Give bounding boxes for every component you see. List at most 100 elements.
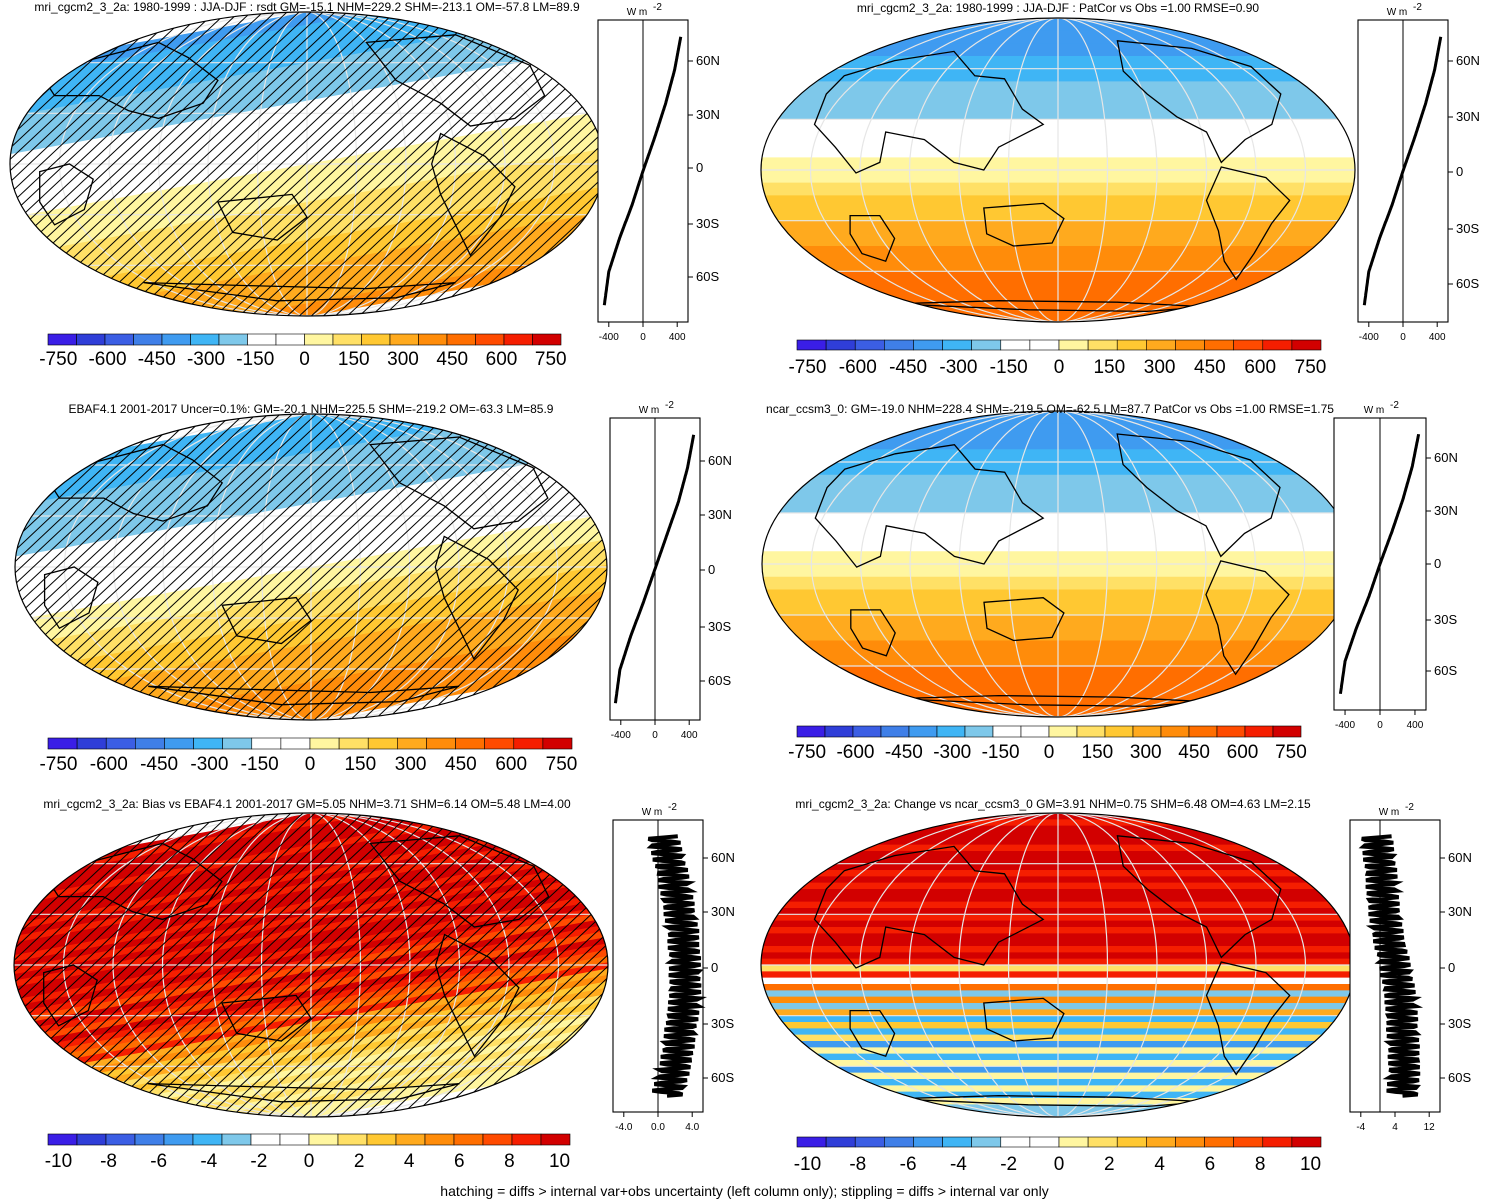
x-tick-label: -400 <box>599 332 619 343</box>
colorbar-box <box>1233 1136 1264 1148</box>
unit-exponent: -2 <box>653 2 662 13</box>
hatch-line <box>221 12 557 316</box>
x-tick-label: 400 <box>1407 720 1424 731</box>
colorbar-box <box>1058 1136 1089 1148</box>
hatch-line <box>153 813 489 1117</box>
hatch-line <box>449 12 604 316</box>
hatch-line <box>425 12 604 316</box>
colorbar-label: -450 <box>140 754 178 775</box>
coastline <box>221 596 312 645</box>
colorbar-label: -300 <box>933 742 971 763</box>
colorbar-box <box>1029 339 1060 351</box>
colorbar-label: 450 <box>445 754 477 775</box>
colorbar-box <box>47 737 78 750</box>
colorbar-label: 300 <box>1144 357 1176 378</box>
colorbar-label: 600 <box>486 349 518 370</box>
colorbar-box <box>395 1133 426 1146</box>
hatch-line <box>201 813 537 1117</box>
hatch-line <box>333 813 608 1117</box>
coastline <box>850 609 896 657</box>
hatch-line <box>15 414 262 720</box>
colorbar-label: 750 <box>546 754 578 775</box>
hatch-line <box>68 414 406 720</box>
hatch-line <box>413 12 604 316</box>
colorbar-box <box>825 339 856 351</box>
x-tick-label: -400 <box>1359 332 1379 343</box>
colorbar-box <box>304 333 334 346</box>
panel-title: EBAF4.1 2001-2017 Uncer=0.1%: GM=-20.1 N… <box>69 402 554 416</box>
hatch-line <box>14 813 189 1117</box>
colorbar-label: 0 <box>305 754 316 775</box>
hatch-line <box>14 813 237 1117</box>
hatch-line <box>453 813 608 1117</box>
coastline <box>1116 433 1281 558</box>
colorbar-box <box>361 333 391 346</box>
colorbar-box <box>338 737 369 750</box>
x-tick-label: 0.0 <box>651 1122 665 1133</box>
colorbar-box <box>1160 725 1190 738</box>
y-tick-label: 60S <box>708 673 731 688</box>
colorbar-label: -8 <box>849 1154 866 1175</box>
colorbar-box <box>796 1136 827 1148</box>
hatch-line <box>461 12 604 316</box>
colorbar-label: 10 <box>1300 1154 1321 1175</box>
colorbar-box <box>193 737 223 750</box>
hatch-line <box>15 414 286 720</box>
hatch-line <box>404 414 607 720</box>
graticule <box>761 813 1355 1117</box>
hatch-line <box>464 414 607 720</box>
colorbar-label: 4 <box>1154 1154 1165 1175</box>
y-tick-label: 30S <box>1434 612 1457 627</box>
colorbar-box <box>1175 1136 1205 1148</box>
hatch-line <box>237 813 573 1117</box>
x-tick-label: 0 <box>652 730 658 741</box>
hatch-line <box>15 414 274 720</box>
hatch-line <box>209 12 545 316</box>
colorbar-label: 150 <box>1082 742 1114 763</box>
colorbar-box <box>47 1133 78 1146</box>
hatch-line <box>10 12 161 316</box>
hatch-line <box>428 414 607 720</box>
hatch-line <box>92 414 430 720</box>
colorbar-box <box>279 1133 310 1146</box>
colorbar-label: 300 <box>387 349 419 370</box>
colorbar-label: -150 <box>982 742 1020 763</box>
hatch-line <box>188 414 526 720</box>
colorbar-box <box>1291 1136 1322 1148</box>
hatch-line <box>200 414 538 720</box>
colorbar-box <box>418 333 448 346</box>
y-tick-label: 60N <box>1448 850 1472 865</box>
colorbar-box <box>366 1133 397 1146</box>
coastline <box>148 685 460 706</box>
colorbar-label: -600 <box>90 754 128 775</box>
coastline <box>983 202 1065 247</box>
unit-exponent: -2 <box>668 802 677 813</box>
hatch-line <box>233 12 569 316</box>
hatch-line <box>465 813 608 1117</box>
unit-label: W m <box>639 405 660 416</box>
hatch-line <box>113 12 449 316</box>
hatch-line <box>185 12 521 316</box>
hatch-line <box>105 813 441 1117</box>
hatch-line <box>164 414 502 720</box>
coastline <box>814 444 1045 568</box>
profile-curve <box>646 834 708 1098</box>
hatch-line <box>224 414 562 720</box>
hatch-line <box>104 414 442 720</box>
colorbar-label: 10 <box>549 1151 570 1172</box>
hatch-line <box>80 414 418 720</box>
hatch-line <box>10 12 281 316</box>
coastline <box>849 214 896 263</box>
colorbar-label: 600 <box>495 754 527 775</box>
hatch-line <box>189 813 525 1117</box>
hatch-line <box>149 12 485 316</box>
panel-title: mri_cgcm2_3_2a: 1980-1999 : JJA-DJF : rs… <box>34 0 580 14</box>
colorbar-box <box>275 333 305 346</box>
hatch-line <box>173 12 509 316</box>
hatch-line <box>341 12 604 316</box>
colorbar-box <box>824 725 854 738</box>
hatch-line <box>15 414 166 720</box>
y-tick-label: 0 <box>1434 556 1441 571</box>
colorbar-box <box>796 339 827 351</box>
